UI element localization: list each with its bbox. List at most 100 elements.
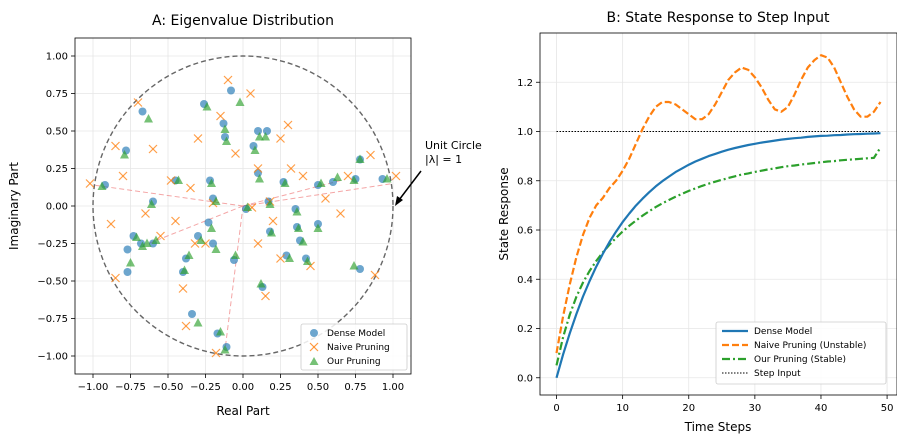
x-tick-label: −0.75 [115, 382, 146, 393]
x-tick-label: 40 [815, 403, 828, 414]
x-tick-label: 0.25 [269, 382, 291, 393]
ours-point [313, 223, 323, 232]
unit-circle-annotation-line1: Unit Circle [425, 139, 482, 152]
legend-label-b-ours: Our Pruning (Stable) [754, 355, 846, 365]
naive-point [253, 239, 263, 248]
y-tick-label: 0.4 [517, 275, 533, 286]
unit-circle-annotation-line2: |λ| = 1 [425, 153, 462, 166]
naive-point [231, 149, 240, 158]
x-tick-label: 0.50 [307, 382, 329, 393]
y-tick-label: 0.75 [46, 89, 68, 100]
panel-b-lines [555, 54, 882, 379]
naive-point [171, 216, 180, 226]
naive-point [118, 171, 128, 181]
panel-a-ticks: −1.00 −1.00 −0.75 −0.75 −0.50 −0.50 −0.25 −0.25… [37, 52, 404, 394]
naive-point [141, 209, 150, 218]
panel-b-frame [539, 32, 897, 396]
legend-label-b-naive: Naive Pruning (Unstable) [754, 341, 866, 351]
naive-point [193, 134, 203, 143]
ours-point [250, 145, 260, 154]
y-tick-label: 0.00 [46, 202, 68, 213]
legend-label-ours: Our Pruning [327, 357, 381, 367]
naive-point [276, 254, 285, 263]
naive-point [223, 75, 233, 85]
dense-point [254, 169, 262, 177]
y-tick-label: −0.25 [37, 239, 68, 250]
ours-point [298, 237, 308, 246]
y-tick-label: 0.50 [46, 127, 68, 138]
legend-marker-naive [309, 342, 319, 352]
annotation-arrow-head [395, 196, 403, 206]
ours-point [207, 223, 216, 232]
ours-point [349, 175, 359, 184]
ours-point [280, 178, 290, 187]
legend-marker-ours [309, 357, 319, 365]
unit-circle [92, 55, 394, 357]
ours-point [142, 238, 152, 247]
panel-a-legend: Dense Model Naive Pruning Our Pruning [300, 323, 408, 371]
panel-a-grid [75, 38, 411, 374]
y-tick-label: 1.00 [46, 52, 68, 63]
ours-point [294, 223, 303, 232]
naive-point [111, 141, 120, 151]
dense-point [188, 310, 196, 318]
dense-point [138, 107, 147, 116]
legend-label-b-dense: Dense Model [754, 327, 812, 337]
panel-b-legend-box [715, 321, 887, 385]
panel-a-xlabel: Real Part [216, 404, 270, 418]
ours-point [151, 235, 161, 244]
dense-point [254, 127, 262, 135]
naive-point [133, 98, 143, 107]
naive-point [321, 194, 330, 203]
naive-point [216, 111, 225, 121]
naive-point [286, 164, 296, 173]
panel-b-title: B: State Response to Step Input [606, 10, 830, 26]
naive-point [298, 171, 308, 181]
panel-b: B: State Response to Step Input 0 10 20 30 4… [497, 10, 897, 434]
ours-point [180, 265, 189, 274]
naive-point [370, 270, 380, 280]
ours-point [333, 172, 342, 181]
ours-point [138, 241, 147, 250]
ours-point [220, 345, 230, 354]
naive-point [343, 171, 353, 181]
naive-point [186, 183, 195, 193]
panel-a-ylabel: Imaginary Part [7, 162, 21, 250]
ours-line [555, 146, 882, 366]
x-tick-label: 1.00 [382, 382, 404, 393]
naive-point [336, 209, 345, 218]
ours-point [292, 207, 302, 216]
ours-point [255, 174, 264, 183]
ours-point [193, 318, 203, 327]
naive-line [555, 54, 882, 354]
dense-point [123, 245, 132, 254]
ours-point [255, 132, 264, 141]
legend-label-b-step: Step Input [754, 369, 801, 379]
x-tick-label: 10 [616, 403, 629, 414]
ours-point [184, 250, 194, 259]
naive-point [246, 89, 255, 98]
naive-point [268, 216, 278, 226]
ours-point [196, 235, 206, 244]
ours-point [132, 232, 141, 241]
x-tick-label: 30 [748, 403, 761, 414]
x-tick-label: 0.75 [344, 382, 366, 393]
ours-point [211, 244, 221, 253]
panel-b-ylabel: State Response [497, 167, 511, 260]
naive-point [211, 348, 221, 358]
x-tick-label: 0.00 [232, 382, 254, 393]
y-tick-label: −1.00 [37, 352, 68, 363]
legend-label-dense: Dense Model [327, 329, 385, 339]
naive-point [261, 291, 270, 301]
ours-point [147, 199, 156, 208]
panel-a: A: Eigenvalue Distribution −1.00 −1.00 −0.… [7, 13, 482, 418]
ours-point [144, 114, 153, 123]
ours-point [316, 178, 326, 187]
dense-point [356, 265, 364, 273]
dense-line [555, 132, 881, 379]
x-tick-label: 20 [682, 403, 695, 414]
naive-point [166, 176, 176, 185]
dense-point [227, 86, 235, 95]
ours-point [267, 228, 276, 237]
naive-point [148, 144, 158, 154]
